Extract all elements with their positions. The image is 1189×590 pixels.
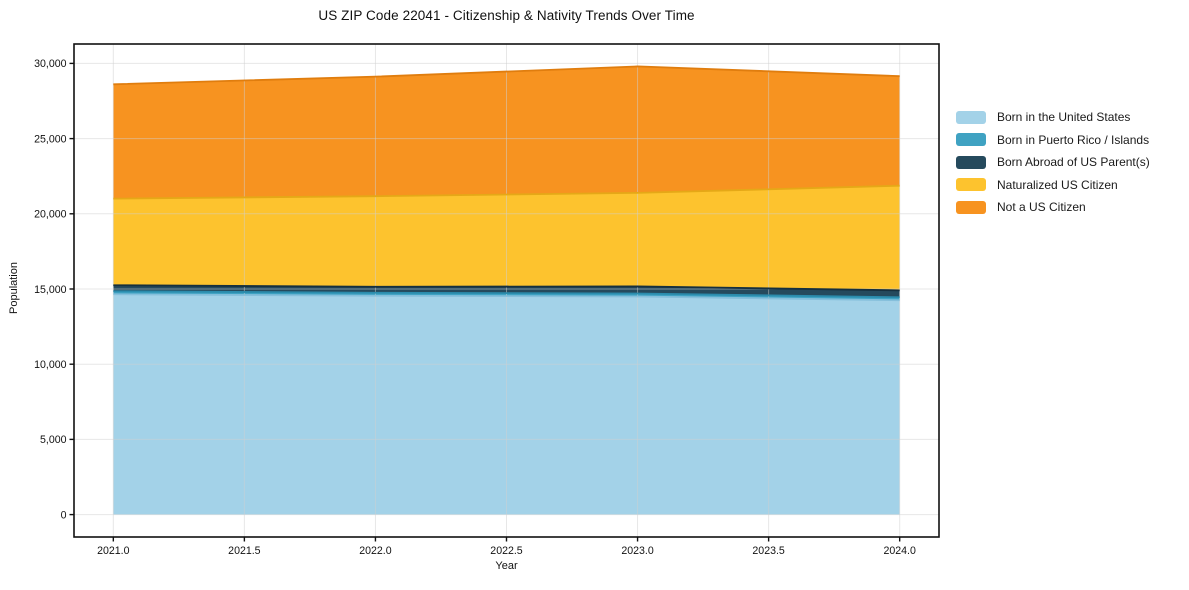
legend-label: Naturalized US Citizen bbox=[997, 177, 1118, 192]
legend-label: Born in Puerto Rico / Islands bbox=[997, 132, 1150, 147]
y-tick-label: 15,000 bbox=[34, 284, 67, 296]
area-edge-2 bbox=[113, 284, 900, 292]
x-tick-label: 2022.5 bbox=[490, 545, 523, 557]
area-edge-1 bbox=[113, 290, 900, 299]
y-tick-label: 5,000 bbox=[40, 434, 67, 446]
x-tick-label: 2024.0 bbox=[883, 545, 916, 557]
legend-swatch bbox=[956, 133, 986, 147]
legend-swatch bbox=[956, 200, 986, 214]
legend-item-0: Born in the United States bbox=[956, 106, 1150, 129]
legend-item-4: Not a US Citizen bbox=[956, 196, 1150, 219]
area-edge-3 bbox=[113, 184, 900, 200]
y-tick-label: 30,000 bbox=[34, 58, 67, 70]
x-axis-label: Year bbox=[495, 560, 518, 572]
legend-label: Born in the United States bbox=[997, 110, 1131, 125]
legend: Born in the United States Born in Puerto … bbox=[956, 106, 1150, 219]
y-tick-label: 10,000 bbox=[34, 359, 67, 371]
legend-swatch bbox=[956, 155, 986, 169]
legend-swatch bbox=[956, 110, 986, 124]
legend-item-1: Born in Puerto Rico / Islands bbox=[956, 129, 1150, 152]
x-tick-label: 2023.5 bbox=[752, 545, 785, 557]
x-tick-label: 2022.0 bbox=[359, 545, 392, 557]
legend-label: Born Abroad of US Parent(s) bbox=[997, 155, 1150, 170]
legend-label: Not a US Citizen bbox=[997, 200, 1086, 215]
area-edge-0 bbox=[113, 293, 900, 302]
chart-title: US ZIP Code 22041 - Citizenship & Nativi… bbox=[318, 8, 695, 23]
legend-swatch bbox=[956, 178, 986, 192]
y-tick-label: 0 bbox=[61, 509, 67, 521]
area-edge-4 bbox=[113, 65, 900, 86]
x-tick-label: 2021.5 bbox=[228, 545, 261, 557]
y-tick-label: 25,000 bbox=[34, 133, 67, 145]
y-axis-label: Population bbox=[8, 262, 20, 314]
legend-item-3: Naturalized US Citizen bbox=[956, 174, 1150, 197]
x-tick-label: 2021.0 bbox=[97, 545, 130, 557]
legend-item-2: Born Abroad of US Parent(s) bbox=[956, 151, 1150, 174]
x-tick-label: 2023.0 bbox=[621, 545, 654, 557]
y-tick-label: 20,000 bbox=[34, 209, 67, 221]
